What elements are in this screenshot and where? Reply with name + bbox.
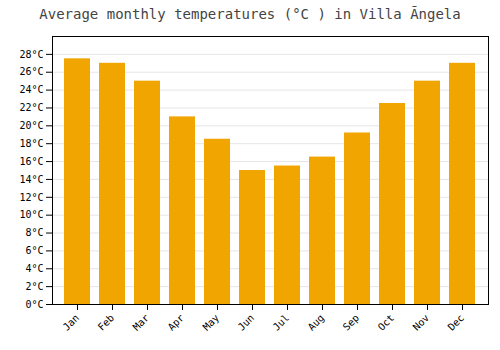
- svg-text:4°C: 4°C: [25, 263, 43, 274]
- svg-text:Mar: Mar: [131, 312, 152, 333]
- html-text:Average monthly temperatures (: Average monthly temperatures (°C ) in Vi…: [39, 6, 461, 22]
- svg-text:26°C: 26°C: [19, 66, 43, 77]
- svg-text:2°C: 2°C: [25, 281, 43, 292]
- svg-text:14°C: 14°C: [19, 174, 43, 185]
- svg-text:22°C: 22°C: [19, 102, 43, 113]
- svg-text:Oct: Oct: [376, 312, 397, 333]
- svg-text:6°C: 6°C: [25, 245, 43, 256]
- svg-text:May: May: [201, 312, 222, 333]
- svg-text:0°C: 0°C: [25, 299, 43, 310]
- svg-text:Jan: Jan: [61, 312, 82, 333]
- svg-text:20°C: 20°C: [19, 120, 43, 131]
- svg-text:Feb: Feb: [96, 312, 117, 333]
- svg-text:Sep: Sep: [341, 312, 362, 333]
- svg-text:10°C: 10°C: [19, 209, 43, 220]
- svg-text:Dec: Dec: [446, 312, 467, 333]
- svg-text:Nov: Nov: [411, 312, 432, 333]
- svg-text:Apr: Apr: [166, 312, 187, 333]
- svg-text:12°C: 12°C: [19, 192, 43, 203]
- svg-text:18°C: 18°C: [19, 138, 43, 149]
- svg-text:8°C: 8°C: [25, 227, 43, 238]
- svg-text:28°C: 28°C: [19, 49, 43, 60]
- svg-text:24°C: 24°C: [19, 84, 43, 95]
- svg-text:16°C: 16°C: [19, 156, 43, 167]
- svg-text:Aug: Aug: [306, 312, 327, 333]
- svg-text:Jun: Jun: [236, 312, 257, 333]
- svg-text:Jul: Jul: [271, 312, 292, 333]
